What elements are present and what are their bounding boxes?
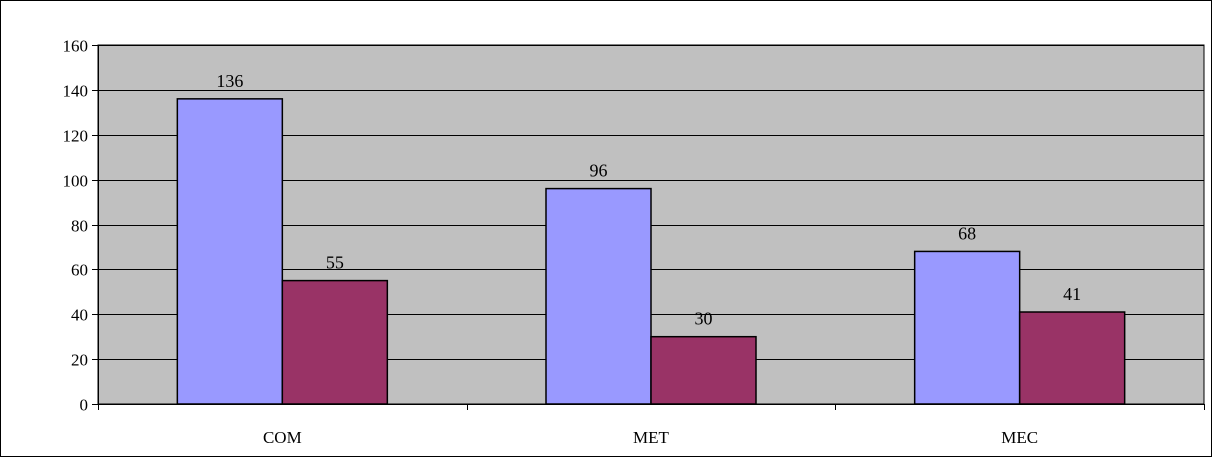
y-tick-label-120: 120 — [63, 127, 89, 146]
data-label-met-series-1: 96 — [590, 161, 608, 181]
y-tick-label-60: 60 — [71, 261, 88, 280]
x-tick-label-met: MET — [633, 428, 670, 447]
x-tick-label-mec: MEC — [1001, 428, 1038, 447]
data-label-mec-series-2: 41 — [1063, 284, 1081, 304]
data-label-mec-series-1: 68 — [958, 223, 976, 243]
bar-com-series-2 — [281, 279, 389, 405]
bar-met-series-2 — [650, 335, 757, 405]
x-tick-label-com: COM — [263, 428, 302, 447]
y-tick-label-100: 100 — [63, 172, 89, 191]
y-tick-label-160: 160 — [63, 37, 89, 56]
y-tick-label-20: 20 — [71, 351, 88, 370]
data-label-com-series-2: 55 — [326, 253, 344, 273]
bar-met-series-1 — [545, 187, 652, 405]
bar-com-series-1 — [176, 98, 284, 405]
data-label-met-series-2: 30 — [695, 309, 713, 329]
y-tick-label-140: 140 — [63, 82, 89, 101]
bar-mec-series-1 — [913, 250, 1021, 405]
labels: 0 20 40 60 80 100 120 140 160 136 55 COM 96 30 MET 68 41… — [63, 37, 1082, 448]
y-tick-label-40: 40 — [71, 306, 88, 325]
bars — [176, 98, 1126, 405]
data-label-com-series-1: 136 — [216, 71, 243, 91]
y-tick-label-80: 80 — [71, 217, 88, 236]
y-tick-label-0: 0 — [80, 396, 89, 415]
bar-mec-series-2 — [1018, 311, 1126, 405]
